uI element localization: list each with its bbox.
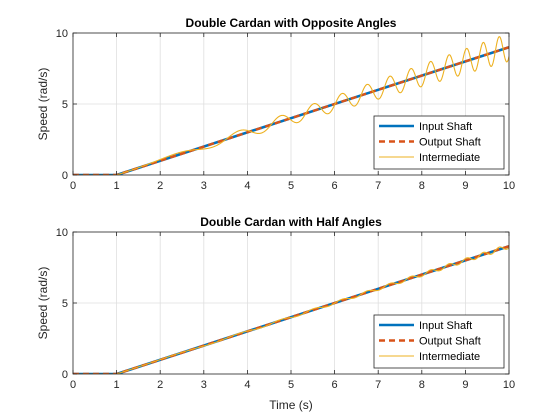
legend-label: Output Shaft xyxy=(419,336,481,348)
x-tick-label: 4 xyxy=(244,180,250,192)
x-tick-label: 8 xyxy=(419,180,425,192)
x-tick-label: 6 xyxy=(332,180,338,192)
x-tick-label: 0 xyxy=(70,180,76,192)
x-tick-label: 1 xyxy=(114,180,120,192)
y-axis-label: Speed (rad/s) xyxy=(36,68,50,141)
chart-title: Double Cardan with Half Angles xyxy=(200,215,382,229)
series-line-intermediate xyxy=(73,36,509,175)
legend-label: Intermediate xyxy=(419,152,480,164)
x-tick-label: 10 xyxy=(503,379,515,391)
x-tick-label: 5 xyxy=(288,379,294,391)
x-tick-label: 6 xyxy=(332,379,338,391)
x-tick-label: 1 xyxy=(114,379,120,391)
series-group xyxy=(73,244,509,374)
x-tick-label: 7 xyxy=(375,379,381,391)
series-line-input-shaft xyxy=(73,45,509,175)
y-tick-label: 0 xyxy=(62,170,68,182)
x-axis-label: Time (s) xyxy=(269,398,313,412)
series-line-input-shaft xyxy=(73,244,509,374)
y-tick-label: 5 xyxy=(62,99,68,111)
y-tick-label: 10 xyxy=(56,28,68,40)
x-tick-label: 4 xyxy=(244,379,250,391)
legend: Input Shaft Output Shaft Intermediate xyxy=(373,115,505,170)
x-tick-label: 0 xyxy=(70,379,76,391)
chart-title: Double Cardan with Opposite Angles xyxy=(186,16,397,30)
x-tick-label: 3 xyxy=(201,180,207,192)
x-tick-label: 2 xyxy=(157,379,163,391)
series-group xyxy=(73,36,509,175)
series-line-intermediate xyxy=(73,246,509,374)
legend: Input Shaft Output Shaft Intermediate xyxy=(373,314,505,369)
legend-label: Input Shaft xyxy=(419,320,472,332)
legend-label: Input Shaft xyxy=(419,121,472,133)
x-tick-label: 10 xyxy=(503,180,515,192)
subplot-1: 0 1 2 3 4 5 6 7 8 9 10 0 5 10 Double Cardan with Oppos… xyxy=(36,16,515,192)
x-tick-label: 5 xyxy=(288,180,294,192)
legend-label: Output Shaft xyxy=(419,137,481,149)
y-tick-label: 5 xyxy=(62,298,68,310)
y-axis-label: Speed (rad/s) xyxy=(36,267,50,340)
legend-label: Intermediate xyxy=(419,351,480,363)
x-tick-label: 9 xyxy=(462,180,468,192)
y-tick-label: 10 xyxy=(56,227,68,239)
x-tick-label: 9 xyxy=(462,379,468,391)
x-tick-label: 3 xyxy=(201,379,207,391)
x-tick-label: 8 xyxy=(419,379,425,391)
y-tick-label: 0 xyxy=(62,369,68,381)
x-tick-label: 7 xyxy=(375,180,381,192)
x-tick-label: 2 xyxy=(157,180,163,192)
subplot-2: 0 1 2 3 4 5 6 7 8 9 10 0 5 10 Double Cardan with Half … xyxy=(36,215,515,412)
